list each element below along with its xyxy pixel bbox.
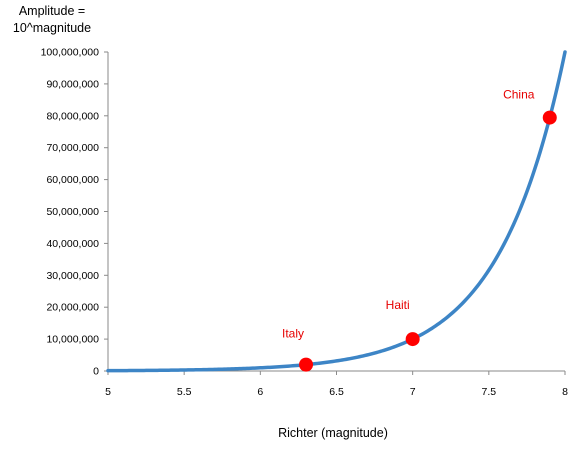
x-tick-label: 8 — [562, 386, 568, 398]
y-tick-label: 90,000,000 — [46, 78, 99, 90]
x-tick-label: 5.5 — [177, 386, 192, 398]
series-line — [106, 50, 567, 373]
points-layer: Italy Haiti China — [282, 88, 557, 372]
point-label-china: China — [503, 88, 535, 102]
x-tick-label: 6.5 — [329, 386, 344, 398]
y-axis-title-line-1: Amplitude = — [19, 4, 85, 18]
series-layer — [106, 50, 567, 373]
x-tick-label: 6 — [257, 386, 263, 398]
y-tick-label: 80,000,000 — [46, 110, 99, 122]
y-tick-label: 60,000,000 — [46, 174, 99, 186]
data-point-italy — [299, 357, 314, 372]
y-tick-label: 0 — [93, 366, 99, 378]
x-axis-title: Richter (magnitude) — [278, 426, 388, 440]
x-ticks: 5 5.5 6 6.5 7 7.5 8 — [105, 371, 568, 398]
x-tick-label: 7.5 — [482, 386, 497, 398]
y-tick-label: 10,000,000 — [46, 334, 99, 346]
y-tick-label: 30,000,000 — [46, 270, 99, 282]
y-tick-label: 40,000,000 — [46, 238, 99, 250]
point-label-italy: Italy — [282, 327, 304, 341]
data-point-haiti — [405, 332, 420, 347]
x-tick-label: 7 — [410, 386, 416, 398]
y-axis-title-line-2: 10^magnitude — [13, 21, 91, 35]
y-axis-title: Amplitude = 10^magnitude — [13, 4, 91, 35]
x-tick-label: 5 — [105, 386, 111, 398]
y-tick-label: 70,000,000 — [46, 142, 99, 154]
y-ticks: 0 10,000,000 20,000,000 30,000,000 40,000,00… — [41, 47, 108, 378]
axes — [107, 52, 565, 372]
point-label-haiti: Haiti — [386, 298, 410, 312]
y-tick-label: 20,000,000 — [46, 302, 99, 314]
y-tick-label: 50,000,000 — [46, 206, 99, 218]
data-point-china — [542, 110, 557, 125]
y-tick-label: 100,000,000 — [41, 47, 100, 59]
